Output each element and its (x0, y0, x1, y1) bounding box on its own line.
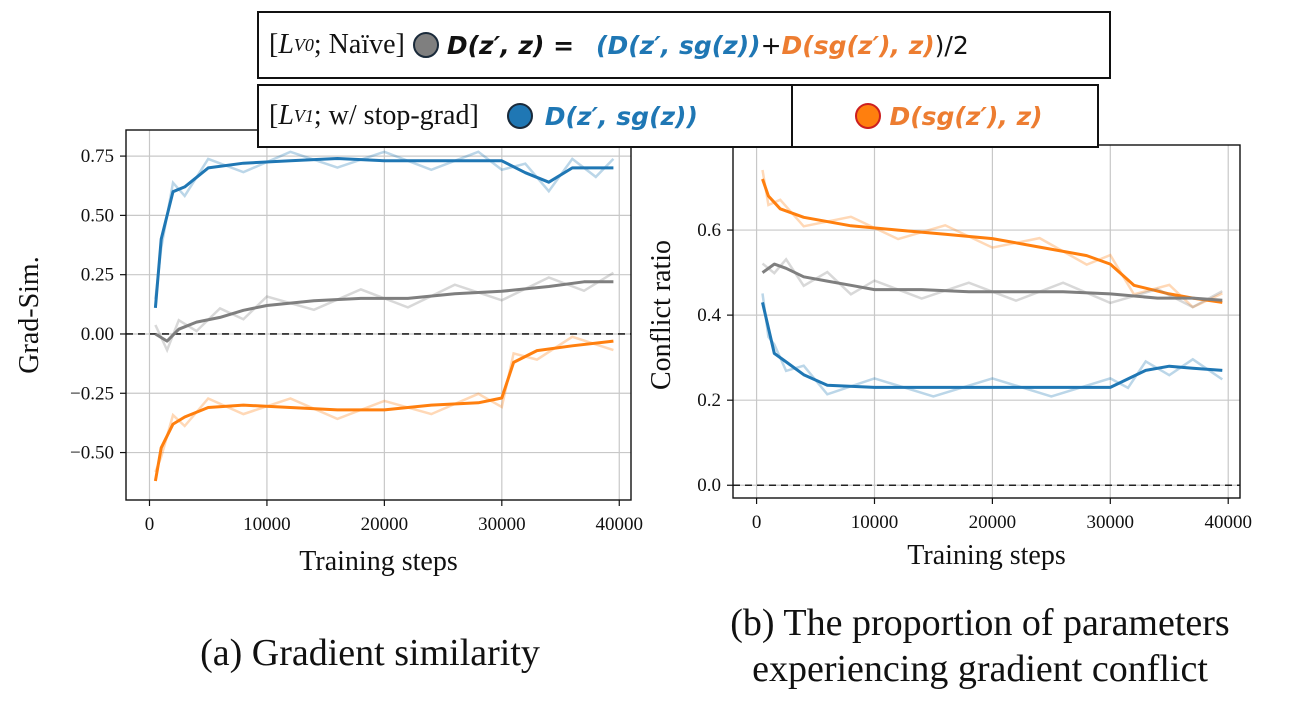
chart-b-xtick-label: 20000 (969, 512, 1017, 533)
legend-naive-plus: + (760, 30, 782, 60)
chart-a-ytick-label: 0.75 (81, 146, 114, 167)
chart-a-xtick-label: 20000 (361, 514, 409, 535)
legend-naive: [ L V0 ; Naïve] D(z′, z) = (D(z′, sg(z))… (257, 11, 1111, 79)
legend-naive-marker (412, 32, 439, 58)
legend-stopgrad-loss-symbol: L (278, 100, 294, 131)
legend-naive-term-b: D(sg(z′), z) (781, 30, 935, 60)
legend-stopgrad-blue-label: D(z′, sg(z)) (544, 101, 698, 131)
chart-b-ytick-label: 0.4 (697, 305, 721, 326)
chart-a-xtick-label: 40000 (596, 514, 644, 535)
chart-b-ytick-label: 0.0 (697, 475, 721, 496)
chart-b-series-stopgrad_zp (761, 178, 1223, 304)
legend-stopgrad-prefix: [ (269, 100, 279, 131)
chart-b-series-stopgrad_z (761, 302, 1223, 389)
chart-b-xtick-label: 10000 (851, 512, 899, 533)
chart-a-ylabel: Grad-Sim. (14, 256, 45, 373)
chart-a-series-naive (154, 280, 614, 343)
chart-b-ylabel: Conflict ratio (646, 240, 677, 390)
caption-b: (b) The proportion of parameters experie… (660, 600, 1300, 693)
legend-naive-lhs: D(z′, z) = (446, 30, 575, 60)
legend-naive-term-a: (D(z′, sg(z)) (596, 30, 761, 60)
chart-b-series-stopgrad_zp-raw (761, 169, 1223, 309)
chart-a-xlabel: Training steps (299, 546, 457, 577)
chart-a-series-stopgrad_z (153, 157, 614, 309)
chart-a-xtick-label: 0 (145, 514, 155, 535)
caption-a: (a) Gradient similarity (200, 632, 540, 674)
chart-a-series-stopgrad_z-raw (154, 150, 615, 300)
chart-a-series-naive-raw (154, 271, 615, 354)
chart-a-ytick-label: 0.25 (81, 265, 114, 286)
chart-a-ytick-label: −0.50 (70, 443, 114, 464)
chart-b-xtick-label: 0 (752, 512, 762, 533)
legend-naive-prefix: [ (269, 29, 279, 60)
chart-b-series-naive (761, 262, 1223, 302)
chart-b-xtick-label: 40000 (1204, 512, 1252, 533)
chart-a-xtick-label: 30000 (478, 514, 526, 535)
legend-stopgrad: [ L V1 ; w/ stop-grad] D(z′, sg(z)) (257, 84, 794, 148)
chart-b-series-naive-raw (761, 257, 1223, 309)
chart-a-ytick-label: 0.50 (81, 205, 114, 226)
chart-b-frame (732, 144, 1241, 499)
chart-a-xtick-label: 10000 (243, 514, 291, 535)
chart-a-series-stopgrad_zp (153, 339, 614, 482)
legend-stopgrad-orange-marker (855, 103, 882, 129)
chart-a-ytick-label: 0.00 (81, 324, 114, 345)
caption-b-line2: experiencing gradient conflict (752, 648, 1208, 691)
legend-stopgrad-loss-subscript: V1 (293, 105, 314, 126)
chart-a-ytick-label: −0.25 (70, 383, 114, 404)
legend-naive-loss-subscript: V0 (293, 34, 314, 55)
legend-naive-loss-symbol: L (278, 29, 294, 60)
legend-stopgrad-orange: D(sg(z′), z) (791, 84, 1099, 148)
legend-naive-tail: )/2 (934, 30, 969, 60)
legend-naive-label: ; Naïve] (313, 29, 405, 60)
chart-b-ytick-label: 0.6 (697, 220, 721, 241)
legend-stopgrad-label: ; w/ stop-grad] (313, 100, 479, 131)
legend-stopgrad-orange-label: D(sg(z′), z) (889, 101, 1043, 131)
chart-b-xlabel: Training steps (907, 540, 1065, 571)
chart-b-ytick-label: 0.2 (697, 390, 721, 411)
caption-b-line1: (b) The proportion of parameters (730, 602, 1230, 644)
legend-stopgrad-blue-marker (506, 103, 533, 129)
chart-b-xtick-label: 30000 (1087, 512, 1135, 533)
